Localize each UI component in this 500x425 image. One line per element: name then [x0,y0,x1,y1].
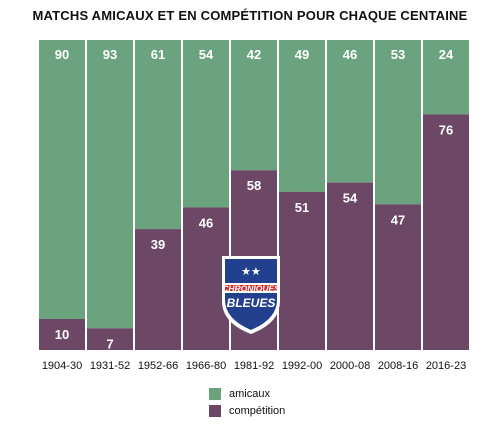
x-tick-label-1992-00: 1992-00 [282,360,322,372]
logo-line2: BLEUES [227,296,276,310]
x-tick-label-1952-66: 1952-66 [138,360,178,372]
data-label-competition-2008-16: 47 [391,212,405,227]
bar-competition-2016-23 [423,114,469,351]
chroniques-bleues-logo: ★★ CHRONIQUES BLEUES [222,256,280,334]
data-label-amicaux-2000-08: 46 [343,47,357,62]
x-tick-label-1981-92: 1981-92 [234,360,274,372]
x-tick-label-2000-08: 2000-08 [330,360,370,372]
data-label-amicaux-1952-66: 61 [151,47,165,62]
data-label-competition-1931-52: 7 [106,336,113,351]
data-label-competition-1966-80: 46 [199,215,213,230]
bar-competition-1904-30 [39,319,85,350]
data-label-amicaux-1992-00: 49 [295,47,309,62]
x-tick-label-1904-30: 1904-30 [42,360,82,372]
bar-amicaux-1952-66 [135,40,181,230]
bar-amicaux-1966-80 [183,40,229,208]
x-tick-label-2008-16: 2008-16 [378,360,418,372]
data-label-amicaux-2008-16: 53 [391,47,405,62]
data-label-competition-1952-66: 39 [151,237,165,252]
data-label-competition-2016-23: 76 [439,122,453,137]
data-label-competition-1904-30: 10 [55,327,69,342]
bar-amicaux-1992-00 [279,40,325,192]
x-tick-label-2016-23: 2016-23 [426,360,466,372]
data-label-amicaux-2016-23: 24 [439,47,454,62]
data-label-amicaux-1966-80: 54 [199,47,214,62]
logo-line1: CHRONIQUES [222,284,280,294]
legend-item-amicaux: amicaux [209,385,285,402]
legend-swatch-amicaux [209,387,221,400]
bar-amicaux-1931-52 [87,40,133,329]
bar-amicaux-2016-23 [423,40,469,115]
bar-amicaux-1904-30 [39,40,85,319]
bar-competition-1966-80 [183,207,229,350]
bar-amicaux-2000-08 [327,40,373,183]
data-label-competition-1981-92: 58 [247,178,261,193]
data-label-competition-1992-00: 51 [295,200,309,215]
data-label-amicaux-1931-52: 93 [103,47,117,62]
legend-swatch-competition [209,404,221,417]
x-tick-label-1966-80: 1966-80 [186,360,226,372]
data-label-amicaux-1904-30: 90 [55,47,69,62]
legend-label-competition: compétition [229,404,286,417]
legend-item-competition: compétition [209,402,285,419]
logo-stars: ★★ [241,265,261,278]
bar-amicaux-1981-92 [231,40,277,171]
bar-amicaux-2008-16 [375,40,421,205]
bar-competition-2008-16 [375,204,421,350]
legend-label-amicaux: amicaux [229,387,270,400]
bar-competition-2000-08 [327,182,373,350]
bar-competition-1952-66 [135,229,181,350]
bar-competition-1931-52 [87,328,133,350]
data-label-amicaux-1981-92: 42 [247,47,261,62]
x-tick-label-1931-52: 1931-52 [90,360,130,372]
data-label-competition-2000-08: 54 [343,191,358,206]
legend: amicaux compétition [209,385,285,419]
chart-title: MATCHS AMICAUX ET EN COMPÉTITION POUR CH… [32,8,468,23]
bar-competition-1992-00 [279,191,325,350]
